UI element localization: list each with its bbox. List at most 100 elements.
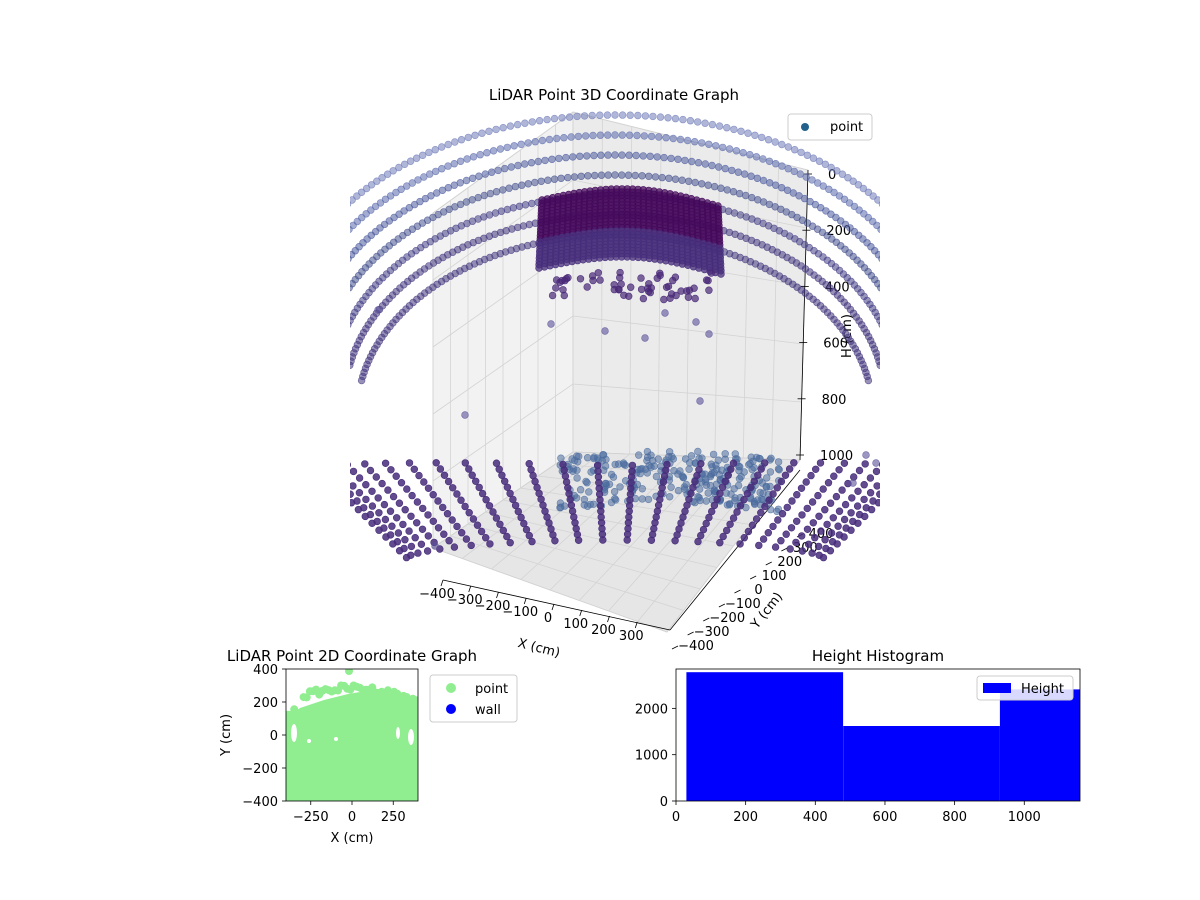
point-3d — [355, 474, 364, 482]
point-3d — [424, 484, 433, 492]
point-3d — [486, 189, 495, 198]
point-3d — [499, 186, 507, 194]
point-3d — [860, 512, 869, 521]
point-3d — [535, 116, 544, 125]
point-3d — [885, 297, 892, 304]
point-3d — [528, 537, 536, 546]
point-3d — [815, 157, 824, 165]
point-3d — [543, 115, 551, 124]
point-3d — [327, 247, 334, 254]
point-cloud-2d-gaps — [291, 724, 414, 745]
point-3d — [461, 459, 469, 467]
x-tick-label-3d: −100 — [502, 605, 538, 620]
point-3d — [521, 201, 530, 209]
point-3d — [574, 132, 583, 141]
point-3d — [496, 145, 505, 153]
point-3d — [835, 466, 843, 474]
point-3d — [751, 131, 759, 140]
point-3d — [297, 262, 304, 269]
point-3d — [378, 479, 386, 488]
point-3d — [408, 179, 416, 187]
point-3d — [478, 489, 487, 498]
point-3d — [350, 321, 352, 328]
point-3d — [919, 287, 926, 294]
point-3d — [634, 451, 643, 459]
point-3d — [514, 507, 522, 516]
point-3d — [884, 334, 891, 341]
point-3d — [496, 520, 504, 528]
point-3d — [707, 507, 716, 516]
point-3d — [588, 111, 596, 120]
point-3d — [336, 343, 343, 350]
point-3d — [604, 171, 612, 179]
point-3d — [694, 159, 703, 167]
point-3d — [899, 285, 906, 292]
point-3d — [399, 520, 407, 529]
point-3d — [327, 281, 334, 288]
y-tick-label-2d: 400 — [253, 663, 278, 678]
point-3d — [752, 515, 761, 523]
point-3d — [314, 307, 321, 314]
point-3d — [374, 306, 382, 314]
point-3d — [669, 134, 677, 143]
point-3d — [883, 484, 890, 491]
point-3d — [499, 123, 507, 132]
point-3d — [765, 157, 774, 166]
histogram-x-tick-label: 1000 — [1008, 810, 1041, 825]
point-3d — [461, 411, 469, 419]
point-3d — [712, 480, 721, 488]
point-3d — [431, 542, 439, 550]
point-3d — [934, 282, 941, 289]
point-3d — [489, 508, 497, 516]
point-3d — [897, 470, 904, 477]
point-3d — [550, 114, 559, 123]
point-3d — [897, 281, 904, 288]
point-3d — [881, 326, 888, 333]
x-tick-3d — [496, 591, 499, 599]
point-3d — [583, 283, 591, 291]
point-3d — [833, 540, 841, 548]
y-tick-3d — [734, 589, 741, 594]
point-3d — [562, 153, 570, 162]
point-3d — [665, 174, 673, 183]
point-3d — [611, 111, 619, 119]
point-3d — [665, 493, 674, 501]
point-3d — [343, 326, 350, 333]
point-3d — [840, 533, 848, 541]
point-3d — [538, 136, 547, 145]
point-3d — [824, 479, 833, 487]
point-3d — [626, 111, 634, 119]
point-3d — [506, 538, 514, 547]
point-3d — [759, 155, 767, 163]
point-3d — [318, 260, 325, 267]
point-3d — [790, 167, 798, 176]
point-3d — [879, 291, 880, 293]
y-tick-label-3d: 0 — [754, 583, 762, 598]
point-3d — [545, 135, 554, 144]
point-3d — [679, 115, 687, 124]
point-3d — [620, 291, 628, 299]
point-3d — [597, 171, 606, 179]
point-3d — [694, 537, 702, 546]
point-3d — [885, 264, 892, 271]
point-3d — [879, 478, 880, 481]
point-3d — [611, 131, 619, 139]
point-3d — [386, 192, 395, 200]
point-cloud-2d-edge — [286, 669, 418, 719]
point-3d — [423, 547, 432, 555]
point-3d — [450, 543, 459, 551]
point-3d — [334, 486, 341, 493]
x-tick-label-3d: −400 — [419, 587, 455, 602]
point-3d — [299, 301, 306, 308]
point-3d — [326, 323, 333, 330]
point-3d — [917, 283, 924, 290]
point-3d — [570, 173, 579, 181]
point-3d — [472, 477, 480, 485]
point-cloud-2d — [286, 689, 418, 801]
point-3d — [910, 235, 917, 242]
point-3d — [873, 482, 880, 490]
point-3d — [702, 497, 710, 505]
point-3d — [638, 485, 646, 493]
point-3d — [821, 160, 829, 169]
point-3d — [337, 338, 344, 345]
